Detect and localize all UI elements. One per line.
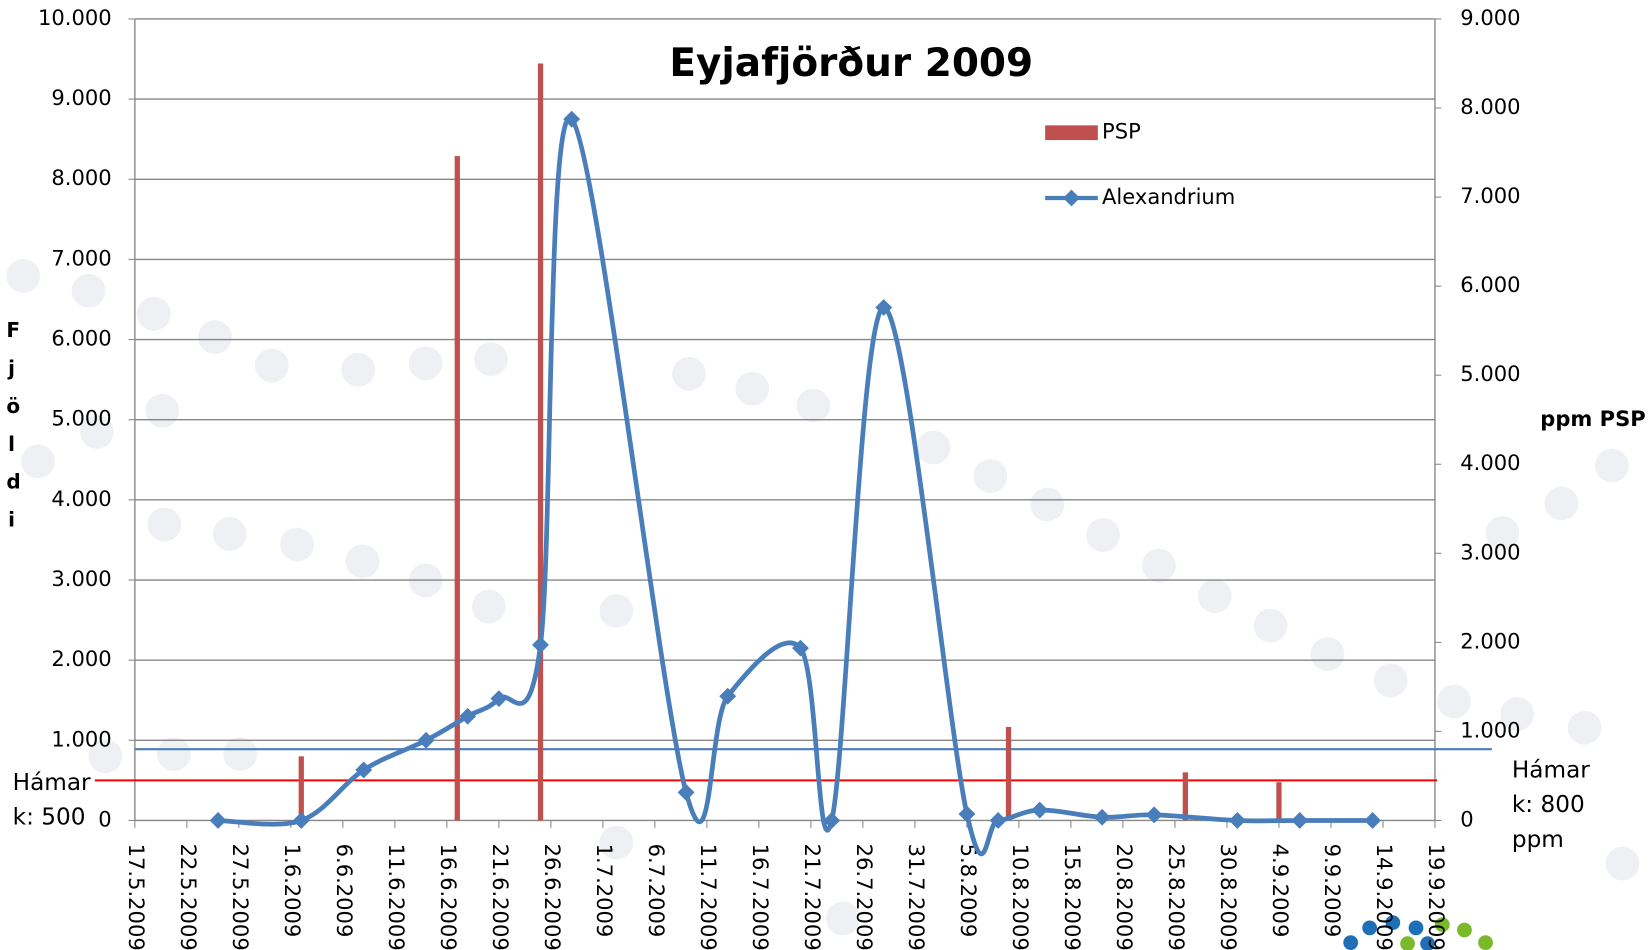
background-dots <box>6 259 1639 935</box>
y-tick-label: 10.000 <box>38 5 112 30</box>
marker <box>1364 812 1381 829</box>
y-tick-label: 9.000 <box>51 85 111 110</box>
threshold-label: Hámark: 500 <box>13 766 93 836</box>
marker <box>1229 812 1246 829</box>
y2-tick-label: 0 <box>1460 806 1473 831</box>
marker <box>678 784 695 801</box>
x-tick-label: 27.5.2009 <box>228 844 253 950</box>
y2-tick-label: 8.000 <box>1460 94 1520 119</box>
y2-tick-label: 1.000 <box>1460 717 1520 742</box>
x-tick-label: 10.8.2009 <box>1008 844 1033 950</box>
x-tick-label: 4.9.2009 <box>1268 844 1293 938</box>
x-tick-label: 14.9.2009 <box>1372 844 1397 950</box>
x-tick-label: 11.7.2009 <box>696 844 721 950</box>
y-tick-label: 8.000 <box>51 165 111 190</box>
y-tick-label: 2.000 <box>51 646 111 671</box>
x-tick-label: 6.7.2009 <box>644 844 669 938</box>
bar <box>1276 782 1281 820</box>
line <box>218 118 1372 854</box>
bar <box>1183 772 1188 820</box>
x-tick-label: 17.5.2009 <box>124 844 149 950</box>
threshold-label-box: Hámark: 500 <box>13 766 97 850</box>
x-tick-label: 5.8.2009 <box>956 844 981 938</box>
y2-tick-label: 9.000 <box>1460 5 1520 30</box>
x-tick-label: 1.6.2009 <box>280 844 305 938</box>
x-tick-label: 9.9.2009 <box>1320 844 1345 938</box>
y-axis-title-box: Fjöldi <box>6 312 29 554</box>
y2-tick-label: 4.000 <box>1460 450 1520 475</box>
threshold-label-box: Hámark: 800 ppm <box>1512 753 1617 869</box>
y2-tick-label: 5.000 <box>1460 361 1520 386</box>
legend-label: Alexandrium <box>1102 184 1235 209</box>
marker <box>418 732 435 749</box>
marker <box>532 637 549 654</box>
x-tick-label: 16.6.2009 <box>436 844 461 950</box>
threshold-label: Hámark: 800 ppm <box>1512 753 1607 857</box>
bar <box>299 756 304 820</box>
x-tick-label: 6.6.2009 <box>332 844 357 938</box>
y-tick-label: 4.000 <box>51 486 111 511</box>
x-tick-label: 20.8.2009 <box>1112 844 1137 950</box>
y-tick-label: 5.000 <box>51 406 111 431</box>
bar <box>538 63 543 820</box>
logo <box>1343 915 1493 950</box>
y-tick-label: 1.000 <box>51 726 111 751</box>
y-tick-label: 6.000 <box>51 326 111 351</box>
x-tick-label: 16.7.2009 <box>748 844 773 950</box>
chart: Eyjafjörður 2009 ppm PSP Fjöldi 0 1.000 2.… <box>0 0 1652 950</box>
x-tick-label: 26.7.2009 <box>852 844 877 950</box>
x-tick-label: 22.5.2009 <box>176 844 201 950</box>
x-tick-label: 31.7.2009 <box>904 844 929 950</box>
y2-tick-label: 7.000 <box>1460 183 1520 208</box>
y2-tick-label: 3.000 <box>1460 539 1520 564</box>
y-tick-label: 0 <box>98 806 111 831</box>
x-tick-label: 26.6.2009 <box>540 844 565 950</box>
y2-tick-label: 6.000 <box>1460 272 1520 297</box>
marker <box>1031 802 1048 819</box>
marker <box>210 812 227 829</box>
x-tick-label: 30.8.2009 <box>1216 844 1241 950</box>
x-tick-label: 11.6.2009 <box>384 844 409 950</box>
y-axis-title: Fjöldi <box>6 312 17 539</box>
chart-title: Eyjafjörður 2009 <box>669 41 1033 86</box>
x-tick-label: 1.7.2009 <box>592 844 617 938</box>
x-tick-label: 25.8.2009 <box>1164 844 1189 950</box>
marker <box>1094 809 1111 826</box>
x-tick-label: 21.7.2009 <box>800 844 825 950</box>
y2-axis-title: ppm PSP <box>1540 406 1645 431</box>
x-tick-label: 19.9.2009 <box>1424 844 1449 950</box>
marker <box>293 812 310 829</box>
y-tick-label: 3.000 <box>51 566 111 591</box>
y2-tick-label: 2.000 <box>1460 628 1520 653</box>
x-tick-label: 21.6.2009 <box>488 844 513 950</box>
x-tick-label: 15.8.2009 <box>1060 844 1085 950</box>
legend-swatch <box>1045 125 1098 140</box>
bar <box>1006 727 1011 821</box>
y-tick-label: 7.000 <box>51 245 111 270</box>
legend-swatch <box>1063 190 1080 207</box>
marker <box>1291 812 1308 829</box>
legend-label: PSP <box>1102 119 1141 144</box>
